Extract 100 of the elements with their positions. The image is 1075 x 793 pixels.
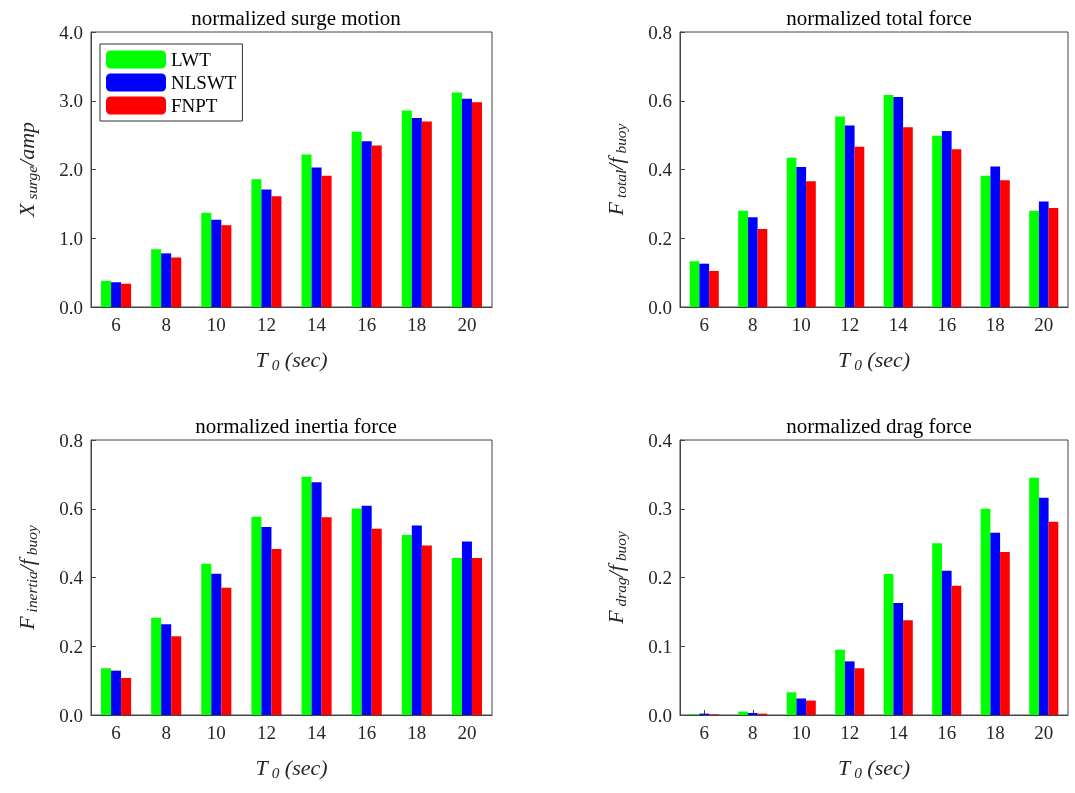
bar <box>738 210 748 307</box>
bar <box>941 131 952 307</box>
bar <box>111 282 122 307</box>
legend-label: LWT <box>171 49 212 70</box>
bar <box>747 217 758 307</box>
bar <box>361 505 372 715</box>
bar <box>747 712 758 715</box>
bar <box>689 261 700 307</box>
bar <box>980 175 991 307</box>
x-tick-label: 14 <box>307 314 327 335</box>
y-tick-label: 0.6 <box>59 498 83 520</box>
bar <box>251 179 262 307</box>
bar <box>451 557 462 715</box>
legend-label: NLSWT <box>171 72 237 93</box>
bar <box>951 149 962 307</box>
y-tick-label: 0.0 <box>648 296 672 318</box>
x-tick-label: 12 <box>256 722 276 743</box>
bar <box>421 121 432 307</box>
bar <box>461 541 472 715</box>
x-tick-label: 18 <box>407 722 427 743</box>
x-tick-label: 18 <box>407 314 427 335</box>
bar <box>251 516 262 715</box>
x-tick-label: 8 <box>748 314 758 335</box>
bar <box>883 94 894 307</box>
bar <box>786 692 797 715</box>
bar <box>261 526 272 715</box>
y-tick-label: 0.4 <box>648 429 673 451</box>
bar <box>351 508 362 715</box>
bar <box>271 196 282 307</box>
y-tick-label: 0.4 <box>59 567 84 588</box>
bar <box>201 563 212 715</box>
bar <box>301 154 312 307</box>
bar <box>101 668 112 715</box>
bar <box>211 573 222 715</box>
bar <box>151 249 162 307</box>
bar <box>311 482 322 715</box>
x-tick-label: 8 <box>161 722 171 743</box>
y-tick-label: 0.0 <box>59 296 83 318</box>
bar <box>361 141 372 307</box>
y-tick-label: 0.0 <box>648 704 672 726</box>
bar <box>806 181 816 307</box>
bar <box>301 476 312 715</box>
chart-title: normalized inertia force <box>195 413 397 438</box>
x-tick-label: 16 <box>937 722 957 743</box>
x-tick-label: 12 <box>256 314 276 335</box>
x-tick-label: 14 <box>888 314 909 335</box>
x-tick-label: 6 <box>699 314 709 335</box>
y-tick-label: 0.8 <box>648 21 672 43</box>
bar <box>271 548 282 715</box>
bar <box>738 711 748 715</box>
bar <box>806 700 816 715</box>
x-tick-label: 16 <box>357 722 377 743</box>
x-tick-label: 6 <box>111 314 121 335</box>
bar <box>221 587 232 715</box>
bar <box>161 624 172 715</box>
bar <box>101 280 112 307</box>
bar <box>883 574 894 715</box>
bar <box>261 189 272 307</box>
bar <box>321 517 332 715</box>
bar <box>351 131 362 307</box>
chart-title: normalized surge motion <box>191 5 402 30</box>
y-axis-title: Finertia/fbuoy <box>14 525 40 631</box>
bar <box>471 557 482 715</box>
chart-title: normalized drag force <box>786 413 972 438</box>
bar <box>854 668 865 715</box>
y-tick-label: 0.0 <box>59 704 83 726</box>
bar <box>699 263 710 307</box>
bar <box>311 167 322 307</box>
bar <box>371 528 382 715</box>
x-tick-label: 16 <box>357 314 377 335</box>
bar <box>1038 201 1049 307</box>
x-tick-label: 20 <box>457 314 477 335</box>
bar <box>121 283 132 307</box>
bar <box>171 257 182 307</box>
y-tick-label: 0.8 <box>59 429 83 451</box>
y-tick-label: 0.3 <box>648 498 672 520</box>
x-tick-label: 16 <box>937 314 957 335</box>
bar <box>932 135 942 307</box>
bar <box>893 96 904 307</box>
x-tick-label: 10 <box>791 314 811 335</box>
bar <box>990 166 1001 307</box>
x-tick-label: 12 <box>840 722 860 743</box>
bar <box>151 617 162 715</box>
bar <box>709 270 719 307</box>
bar <box>451 92 462 307</box>
y-axis-title: Xsurge/amp <box>14 121 40 219</box>
y-tick-label: 0.2 <box>648 227 672 249</box>
x-tick-label: 10 <box>206 314 226 335</box>
x-tick-label: 20 <box>1034 314 1054 335</box>
bar <box>321 175 332 307</box>
y-tick-label: 0.4 <box>648 159 673 180</box>
bar <box>371 145 382 307</box>
x-tick-label: 6 <box>699 722 709 743</box>
y-tick-label: 0.2 <box>648 567 672 588</box>
bar <box>941 570 952 715</box>
x-tick-label: 18 <box>985 314 1005 335</box>
bar <box>1048 521 1059 715</box>
bar <box>835 116 845 307</box>
bar <box>786 157 797 307</box>
bar <box>1048 208 1059 307</box>
